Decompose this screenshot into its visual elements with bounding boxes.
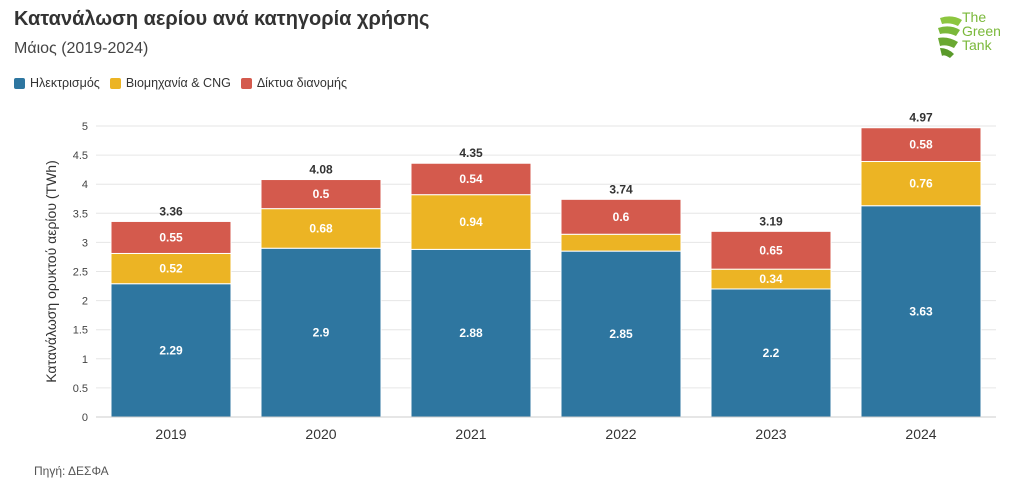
data-label: 0.6 <box>613 210 630 224</box>
y-tick-label: 0.5 <box>73 383 88 395</box>
bar-segment <box>410 162 532 196</box>
legend-item-electricity[interactable]: Ηλεκτρισμός <box>14 76 100 90</box>
bar-segment <box>260 208 382 249</box>
y-tick-label: 3 <box>82 237 88 249</box>
legend-item-distribution[interactable]: Δίκτυα διανομής <box>240 76 348 90</box>
y-tick-label: 1 <box>82 354 88 366</box>
x-tick-label: 2020 <box>305 426 336 442</box>
data-label: 0.94 <box>459 215 483 229</box>
data-label: 0.34 <box>759 272 783 286</box>
bar-segment <box>860 161 982 207</box>
leaf-logo-icon <box>938 16 962 58</box>
data-label: 2.2 <box>763 346 780 360</box>
data-label: 0.54 <box>459 172 483 186</box>
y-tick-label: 3.5 <box>73 208 88 220</box>
legend-label-distribution: Δίκτυα διανομής <box>256 76 348 90</box>
data-label: 0.52 <box>159 262 183 276</box>
x-tick-label: 2023 <box>755 426 786 442</box>
bar-segment <box>260 179 382 210</box>
x-tick-label: 2022 <box>605 426 636 442</box>
data-label: 3.63 <box>909 304 933 318</box>
y-tick-label: 4.5 <box>73 150 88 162</box>
bar-segment <box>260 247 382 418</box>
bar-segment <box>860 127 982 163</box>
logo-text: The Green Tank <box>962 10 1001 52</box>
data-label: 2.9 <box>313 326 330 340</box>
bar-segment <box>110 283 232 418</box>
y-tick-label: 5 <box>82 121 88 133</box>
chart-legend: Ηλεκτρισμός Βιομηχανία & CNG Δίκτυα διαν… <box>14 76 347 90</box>
bar-segment <box>560 250 682 418</box>
logo-line-3: Tank <box>962 37 992 53</box>
data-label: 2.29 <box>159 343 183 357</box>
legend-swatch-electricity <box>14 77 25 89</box>
bar-segment <box>560 198 682 235</box>
bar-segment <box>410 194 532 250</box>
x-tick-label: 2021 <box>455 426 486 442</box>
legend-item-industry[interactable]: Βιομηχανία & CNG <box>109 76 231 90</box>
data-label: 0.76 <box>909 177 933 191</box>
total-label: 3.19 <box>759 214 783 228</box>
legend-label-industry: Βιομηχανία & CNG <box>125 76 231 90</box>
x-tick-label: 2019 <box>155 426 186 442</box>
green-tank-logo: The Green Tank <box>936 8 1020 66</box>
bar-segment <box>860 205 982 418</box>
source-note: Πηγή: ΔΕΣΦΑ <box>34 464 109 478</box>
logo-line-1: The <box>962 9 987 25</box>
legend-label-electricity: Ηλεκτρισμός <box>30 76 100 90</box>
y-tick-label: 2 <box>82 296 88 308</box>
bar-segment <box>110 220 232 254</box>
chart-title: Κατανάλωση αερίου ανά κατηγορία χρήσης <box>14 8 430 30</box>
bar-segment <box>410 248 532 418</box>
y-tick-label: 2.5 <box>73 267 88 279</box>
total-label: 4.97 <box>909 111 933 125</box>
legend-swatch-distribution <box>240 77 252 89</box>
logo-line-2: Green <box>962 23 1001 39</box>
y-tick-label: 1.5 <box>73 325 88 337</box>
data-label: 0.65 <box>759 243 783 257</box>
total-label: 4.35 <box>459 146 483 160</box>
data-label: 0.5 <box>313 187 330 201</box>
data-label: 2.85 <box>609 327 633 341</box>
bar-segment <box>710 288 832 418</box>
data-label: 0.58 <box>909 138 933 152</box>
total-label: 3.74 <box>609 182 633 196</box>
legend-swatch-industry <box>109 77 121 89</box>
data-label: 2.88 <box>459 326 483 340</box>
y-tick-label: 0 <box>82 412 88 424</box>
chart-subtitle: Μάιος (2019-2024) <box>14 40 149 57</box>
data-label: 0.68 <box>309 221 333 235</box>
data-label: 0.55 <box>159 230 183 244</box>
x-tick-label: 2024 <box>905 426 936 442</box>
y-tick-label: 4 <box>82 179 88 191</box>
bar-segment <box>710 230 832 270</box>
total-label: 3.36 <box>159 204 183 218</box>
total-label: 4.08 <box>309 163 333 177</box>
y-axis-title: Κατανάλωση ορυκτού αερίου (TWh) <box>43 160 59 383</box>
bar-segment <box>560 233 682 252</box>
